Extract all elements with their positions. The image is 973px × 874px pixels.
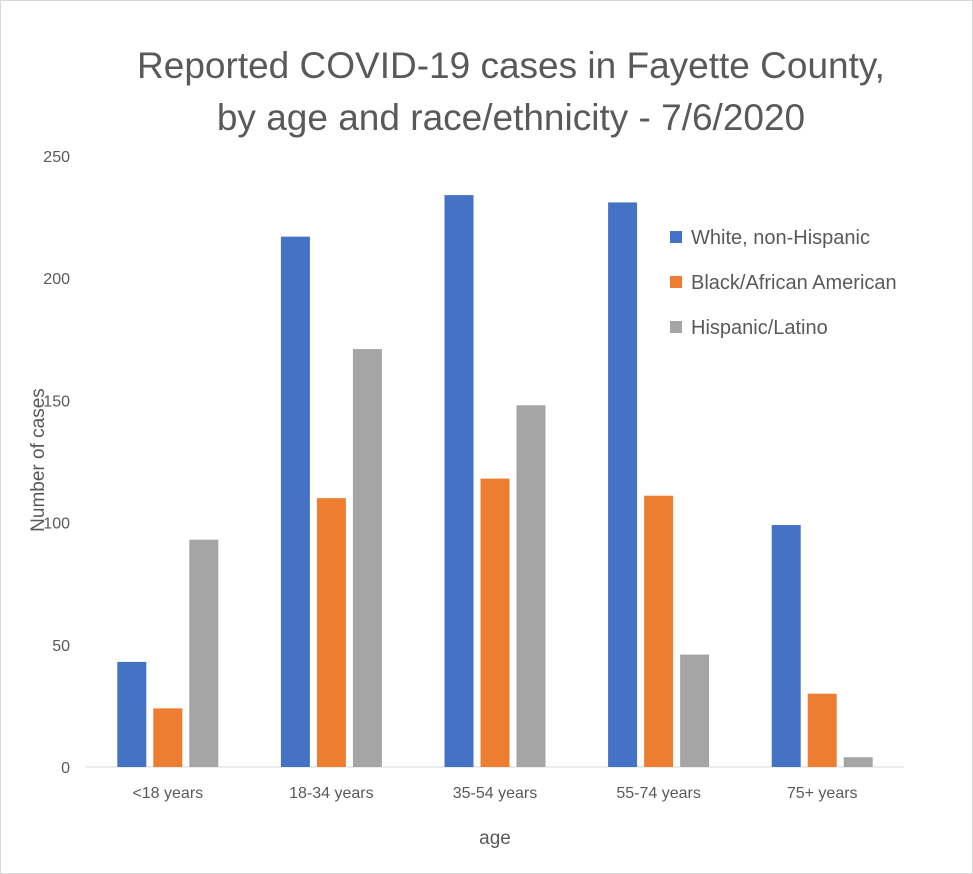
bar-black-african-american-4 xyxy=(807,693,837,767)
bar-hispanic-latino-3 xyxy=(680,654,710,767)
x-tick-label: <18 years xyxy=(132,785,203,802)
x-axis-title: age xyxy=(479,828,511,849)
bar-black-african-american-3 xyxy=(644,495,674,767)
legend-label: White, non-Hispanic xyxy=(691,227,870,249)
legend-swatch xyxy=(670,276,682,288)
chart-title: Reported COVID-19 cases in Fayette Count… xyxy=(0,40,973,144)
chart-title-line-1: Reported COVID-19 cases in Fayette Count… xyxy=(137,45,885,86)
x-axis-ticks: <18 years 18-34 years 35-54 years 55-74 yea… xyxy=(132,785,857,802)
bars xyxy=(117,195,873,768)
y-tick-label: 0 xyxy=(61,760,70,777)
bar-white-non-hispanic-2 xyxy=(444,195,474,767)
bar-white-non-hispanic-3 xyxy=(608,202,638,767)
bar-hispanic-latino-0 xyxy=(189,539,219,767)
legend: White, non-Hispanic Black/African America… xyxy=(670,227,897,339)
y-tick-label: 150 xyxy=(43,393,70,410)
bar-black-african-american-0 xyxy=(153,708,183,767)
y-tick-label: 200 xyxy=(43,271,70,288)
x-tick-label: 35-54 years xyxy=(453,785,538,802)
bar-black-african-american-1 xyxy=(316,498,346,767)
y-axis-ticks: 0 50 100 150 200 250 xyxy=(43,149,70,777)
legend-label: Black/African American xyxy=(691,272,897,294)
x-tick-label: 75+ years xyxy=(787,785,858,802)
bar-white-non-hispanic-1 xyxy=(280,236,310,768)
x-tick-label: 18-34 years xyxy=(289,785,374,802)
legend-swatch xyxy=(670,321,682,333)
bar-white-non-hispanic-4 xyxy=(771,525,801,767)
y-tick-label: 100 xyxy=(43,516,70,533)
bar-white-non-hispanic-0 xyxy=(117,661,147,767)
x-tick-label: 55-74 years xyxy=(616,785,701,802)
bar-hispanic-latino-4 xyxy=(843,757,873,767)
legend-label: Hispanic/Latino xyxy=(691,317,828,339)
y-axis-title: Number of cases xyxy=(28,388,49,532)
bar-black-african-american-2 xyxy=(480,478,510,767)
y-tick-label: 50 xyxy=(52,638,70,655)
bar-hispanic-latino-2 xyxy=(516,405,546,767)
chart-title-line-2: by age and race/ethnicity - 7/6/2020 xyxy=(216,97,806,138)
y-tick-label: 250 xyxy=(43,149,70,166)
legend-swatch xyxy=(670,231,682,243)
bar-hispanic-latino-1 xyxy=(352,349,382,767)
